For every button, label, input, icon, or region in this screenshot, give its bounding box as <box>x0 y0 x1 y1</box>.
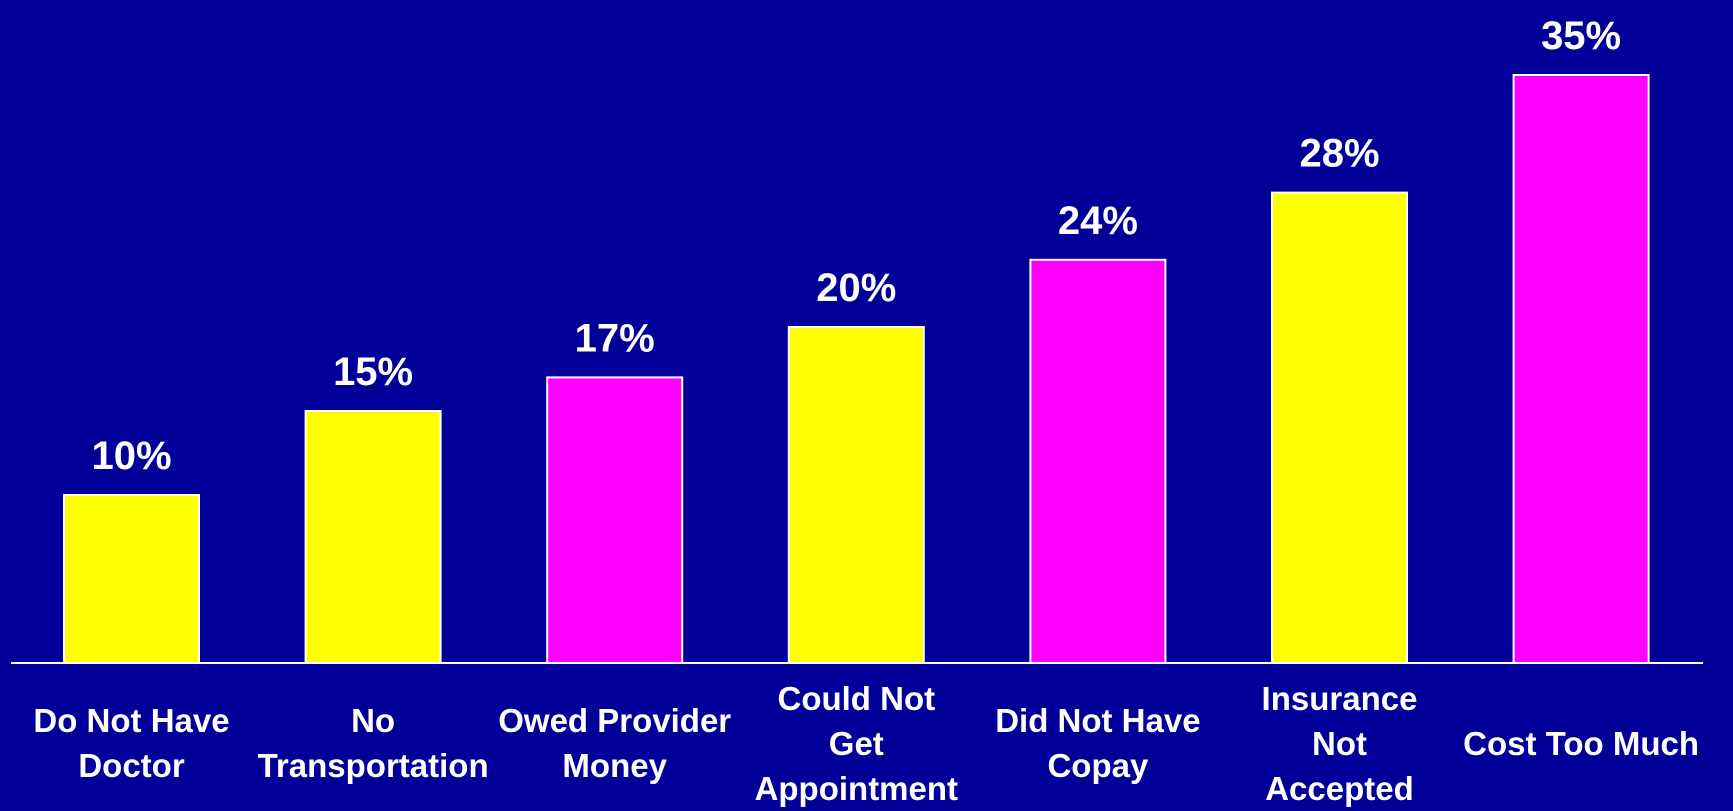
bar <box>787 326 925 664</box>
bar <box>1512 74 1650 664</box>
bar <box>1029 258 1167 664</box>
category-label: Owed Provider Money <box>498 702 732 784</box>
value-label: 17% <box>575 316 655 360</box>
value-label: 15% <box>333 350 413 394</box>
category-label: Insurance Not Accepted <box>1261 679 1418 807</box>
value-label: 28% <box>1299 132 1379 176</box>
value-label: 10% <box>91 434 171 478</box>
value-label: 35% <box>1541 14 1621 58</box>
value-label: 24% <box>1058 199 1138 243</box>
bar <box>546 376 684 664</box>
bar <box>1271 191 1408 664</box>
category-label: No Transportation <box>257 702 489 784</box>
bar <box>63 494 200 664</box>
category-label: Could Not Get Appointment <box>754 679 959 807</box>
category-label: Do Not Have Doctor <box>33 702 230 784</box>
category-label: Did Not Have Copay <box>995 702 1201 784</box>
bar <box>304 410 442 664</box>
value-label: 20% <box>816 266 896 310</box>
category-label: Cost Too Much <box>1463 724 1700 762</box>
